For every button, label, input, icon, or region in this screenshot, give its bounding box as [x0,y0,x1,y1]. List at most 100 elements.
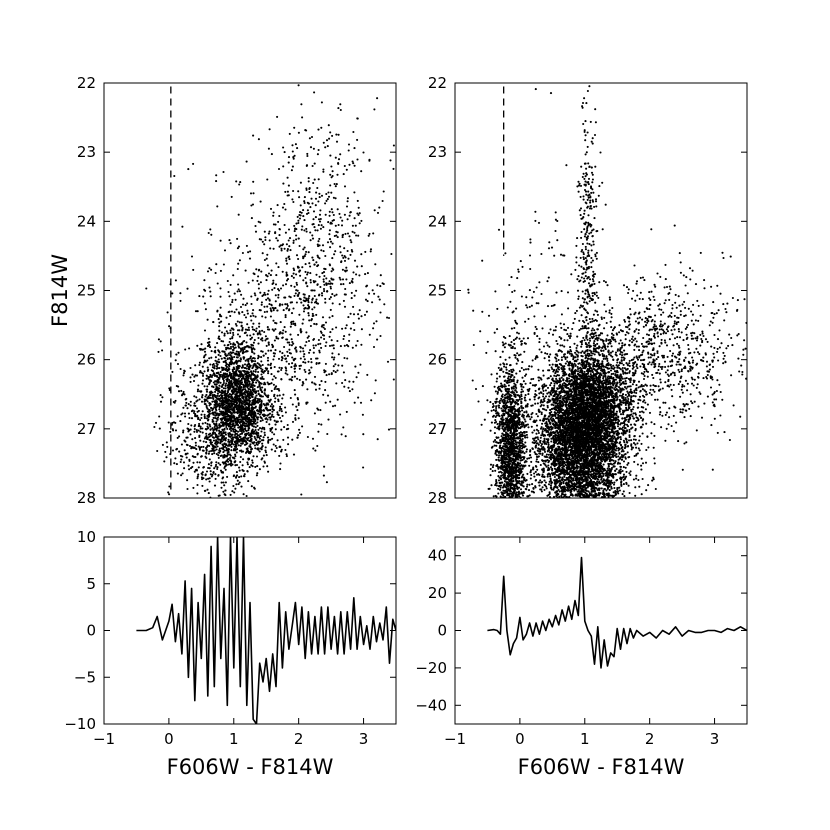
scatter-point [289,333,292,336]
scatter-point [220,395,223,398]
scatter-point [317,240,320,243]
scatter-point [336,208,339,211]
scatter-point [260,238,263,241]
scatter-point [205,441,208,444]
scatter-point [315,362,318,365]
scatter-point [219,463,222,466]
scatter-point [216,363,219,366]
scatter-point [338,303,341,306]
scatter-point [259,447,262,450]
scatter-point [196,310,199,313]
scatter-point [334,404,337,407]
scatter-point [237,346,241,349]
scatter-point [382,282,385,286]
scatter-point [280,420,283,423]
scatter-point [272,279,275,282]
scatter-point [223,396,227,399]
scatter-point [300,211,303,214]
scatter-point [304,263,307,266]
scatter-point [171,449,175,452]
scatter-point [289,296,292,299]
scatter-point [313,322,316,325]
scatter-point [327,282,330,285]
scatter-point [295,289,298,292]
scatter-point [215,439,218,442]
scatter-point [234,381,237,384]
scatter-point [325,374,328,377]
scatter-point [244,425,247,428]
scatter-point [332,268,335,271]
scatter-point [242,458,245,461]
scatter-point [263,461,266,464]
scatter-point [270,310,273,313]
scatter-point [264,339,267,342]
scatter-point [225,346,228,349]
scatter-point [341,268,344,271]
scatter-point [259,387,262,390]
scatter-point [341,327,344,330]
scatter-point [217,380,220,383]
scatter-point [303,293,306,296]
scatter-point [343,385,346,388]
scatter-point [309,281,312,284]
scatter-point [193,470,196,473]
scatter-point [201,471,204,474]
scatter-point [314,449,317,452]
scatter-point [525,485,529,488]
scatter-point [209,442,213,446]
scatter-point [374,263,377,266]
scatter-point [250,418,253,422]
scatter-point [311,234,314,237]
scatter-point [341,364,344,367]
scatter-point [322,271,326,274]
scatter-point [234,464,237,467]
scatter-point [232,351,235,354]
scatter-point [216,442,219,445]
scatter-point [290,366,293,369]
scatter-point [238,406,241,409]
scatter-point [210,475,213,478]
scatter-point [332,369,335,372]
scatter-point [331,328,334,331]
scatter-point [340,260,343,263]
scatter-point [218,325,221,328]
scatter-point [201,422,204,425]
scatter-point [516,399,520,402]
scatter-point [318,293,321,296]
scatter-point [227,451,230,454]
scatter-point [236,474,239,477]
scatter-point [221,421,225,424]
scatter-point [387,428,391,431]
scatter-point [239,399,242,402]
scatter-point [357,213,360,217]
scatter-point [251,279,254,282]
scatter-point [339,283,343,286]
scatter-point [232,436,235,439]
scatter-point [263,243,266,246]
scatter-point [318,237,321,240]
scatter-point [205,399,208,402]
scatter-point [290,323,293,326]
scatter-point [312,346,315,350]
scatter-point [513,376,516,379]
scatter-point [186,452,189,455]
scatter-point [353,401,356,404]
scatter-point [330,208,333,211]
scatter-point [353,147,356,150]
scatter-point [311,237,315,240]
scatter-point [157,338,160,341]
scatter-point [301,384,304,387]
scatter-point [209,396,213,400]
scatter-point [266,359,270,362]
scatter-point [182,372,186,375]
scatter-point [495,414,498,417]
scatter-point [229,337,232,340]
scatter-point [265,344,268,347]
scatter-point [326,394,330,397]
scatter-point [259,281,262,284]
scatter-point [351,388,354,391]
scatter-point [498,476,501,479]
scatter-point [516,379,519,382]
scatter-point [261,419,264,422]
scatter-point [257,354,260,357]
